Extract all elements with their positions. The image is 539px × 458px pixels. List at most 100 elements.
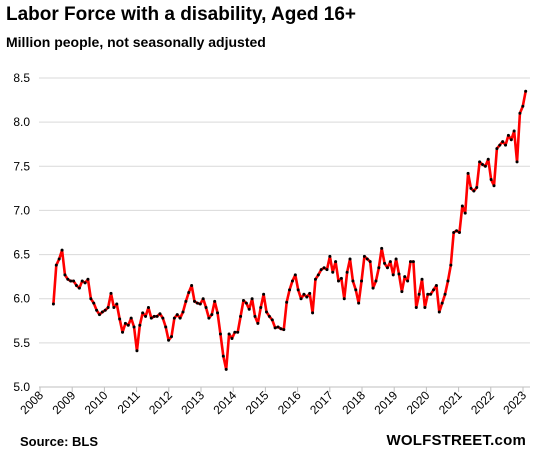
data-point: [446, 279, 450, 283]
data-point: [247, 307, 251, 311]
data-point: [250, 297, 254, 301]
data-point: [72, 279, 76, 283]
data-point: [288, 288, 292, 292]
data-point: [276, 325, 280, 329]
data-point: [449, 263, 453, 267]
data-point: [460, 204, 464, 208]
data-point: [89, 297, 93, 301]
data-point: [221, 354, 225, 358]
data-point: [308, 291, 312, 295]
data-point: [414, 306, 418, 310]
data-point: [374, 279, 378, 283]
data-point: [146, 306, 150, 310]
data-point: [63, 273, 67, 277]
data-point: [483, 164, 487, 168]
data-point: [311, 311, 315, 315]
source-note: Source: BLS: [20, 434, 99, 449]
data-point: [184, 299, 188, 303]
data-point: [172, 316, 176, 320]
data-point: [118, 317, 122, 321]
data-point: [452, 231, 456, 234]
data-point: [371, 286, 375, 290]
data-point: [437, 310, 441, 314]
data-point: [501, 140, 505, 144]
x-axis: 2008 2009 2010 2011 2012 2013 2014 2015 2016 2017…: [17, 386, 530, 417]
data-point: [299, 297, 303, 301]
y-axis: 5.0 5.5 6.0 6.5 7.0 7.5 8.0 8.5: [13, 71, 30, 394]
data-point: [506, 133, 510, 137]
data-point: [383, 261, 387, 265]
data-point: [121, 330, 125, 334]
data-point: [411, 260, 415, 264]
data-point: [103, 308, 107, 312]
data-point: [233, 330, 237, 334]
data-point: [357, 301, 361, 305]
data-point: [509, 138, 513, 142]
data-point: [227, 332, 231, 336]
y-tick-label: 7.0: [13, 203, 30, 217]
data-point: [164, 325, 168, 329]
data-point: [342, 297, 346, 301]
data-point: [57, 257, 61, 261]
data-point: [256, 321, 260, 325]
data-point: [158, 312, 162, 316]
data-point: [279, 327, 283, 331]
data-point: [161, 316, 165, 320]
data-point: [115, 302, 119, 306]
data-point: [432, 288, 436, 292]
data-point: [141, 311, 145, 315]
data-point: [167, 338, 171, 342]
x-tick-label: 2015: [243, 388, 272, 417]
x-tick-label: 2017: [307, 388, 336, 417]
chart-subtitle: Million people, not seasonally adjusted: [6, 34, 266, 50]
data-point: [478, 160, 482, 164]
data-point: [319, 268, 323, 272]
x-tick-label: 2016: [275, 388, 304, 417]
data-point: [394, 257, 398, 261]
data-point: [498, 143, 502, 147]
data-point: [169, 335, 173, 339]
data-point: [270, 318, 274, 322]
data-point: [178, 316, 182, 320]
data-point: [293, 273, 297, 277]
data-point: [204, 306, 208, 310]
data-point: [345, 270, 349, 274]
data-point: [409, 260, 412, 264]
data-point: [397, 272, 401, 276]
data-point: [524, 89, 528, 93]
x-tick-label: 2018: [339, 388, 368, 417]
data-point: [273, 326, 277, 330]
data-point: [241, 298, 245, 302]
x-tick-label: 2023: [500, 388, 529, 417]
data-point: [201, 297, 205, 301]
data-point: [236, 330, 240, 334]
data-point: [259, 306, 263, 310]
data-point: [285, 300, 289, 304]
data-point: [362, 254, 366, 258]
data-point: [466, 171, 470, 175]
data-point: [155, 314, 159, 318]
data-point: [195, 301, 199, 305]
data-point: [469, 186, 473, 190]
data-point: [475, 185, 479, 189]
data-point: [328, 254, 332, 258]
data-point: [420, 277, 424, 281]
data-point: [51, 302, 55, 306]
data-point: [377, 266, 381, 270]
x-tick-label: 2009: [50, 388, 79, 417]
data-point: [463, 211, 467, 215]
data-point: [440, 301, 444, 305]
data-point: [434, 283, 438, 287]
x-tick-label: 2011: [115, 388, 143, 416]
data-point: [253, 314, 257, 318]
series-line: [52, 89, 527, 371]
brand-logo-text: WOLFSTREET.com: [386, 432, 526, 449]
data-point: [216, 311, 220, 315]
data-point: [69, 279, 73, 283]
data-point: [492, 184, 496, 188]
data-point: [74, 283, 78, 287]
data-point: [175, 313, 179, 317]
data-point: [521, 104, 525, 108]
data-point: [391, 273, 395, 277]
x-tick-label: 2019: [372, 388, 401, 417]
